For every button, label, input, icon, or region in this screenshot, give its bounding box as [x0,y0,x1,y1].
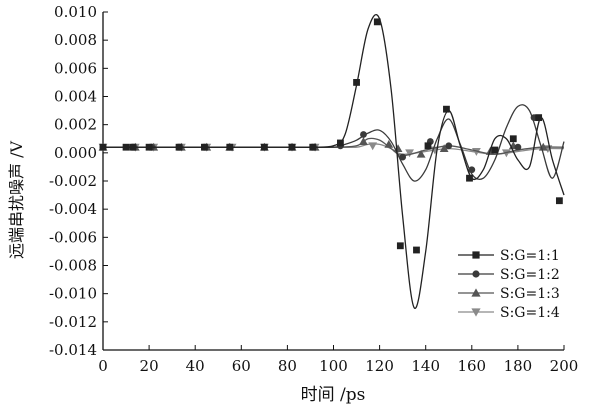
x-tick-label: 0 [98,357,108,375]
data-point [384,139,394,148]
series-line [102,14,565,309]
data-point [373,18,381,26]
y-tick-label: -0.012 [49,313,97,331]
data-point [443,105,450,113]
x-tick-label: 20 [140,357,159,375]
data-point [538,142,548,151]
data-point [175,143,183,151]
data-point [405,149,414,158]
legend-item: S:G=1:1 [458,248,560,264]
legend: S:G=1:1 S:G=1:2 S:G=1:3 S:G=1:4 [458,248,560,321]
data-point [416,149,426,158]
y-tick-label: -0.014 [49,341,97,359]
data-point [309,143,317,151]
legend-marker [472,270,480,278]
x-tick-label: 180 [504,357,533,375]
data-point [288,143,296,151]
x-tick-label: 160 [457,357,486,375]
y-tick-label: -0.004 [49,200,97,218]
legend-label: S:G=1:3 [500,286,560,302]
legend-item: S:G=1:3 [458,286,560,302]
y-tick-label: -0.010 [49,285,97,303]
data-point [337,139,344,147]
legend-label: S:G=1:4 [500,305,560,321]
data-point [359,137,368,145]
x-tick-label: 40 [186,357,205,375]
y-axis-title: 远端串扰噪声 /V [7,141,26,259]
data-point [555,197,563,205]
legend-marker [471,288,481,297]
y-tick-label: 0.006 [54,59,97,77]
y-tick-label: 0.008 [54,31,97,49]
data-point [145,143,153,151]
data-point [509,135,517,143]
x-tick-label: 120 [365,357,394,375]
axes: 0.010 0.008 0.006 0.004 0.002 0.000 -0.002 -0.0… [49,3,578,375]
y-tick-label: -0.006 [49,228,97,246]
series-2 [99,104,565,182]
y-tick-label: 0.010 [54,3,97,21]
data-point [360,131,367,138]
y-tick-label: 0.000 [54,144,97,162]
data-point [99,143,107,151]
series-1 [99,14,565,309]
data-point [368,142,378,151]
y-tick-label: 0.002 [54,116,97,134]
x-tick-label: 140 [411,357,440,375]
data-point [535,114,543,122]
data-point [201,143,208,151]
data-point [260,143,268,151]
legend-marker [471,308,481,317]
data-point [424,142,432,150]
x-tick-label: 60 [232,357,251,375]
data-point [399,153,407,161]
data-point [466,174,473,182]
data-point [129,143,137,151]
data-point [439,144,449,153]
data-point [445,142,453,150]
legend-marker [472,251,480,259]
legend-label: S:G=1:1 [500,248,560,264]
x-tick-label: 80 [278,357,297,375]
data-point [514,143,522,151]
series-line [102,104,565,182]
data-point [468,166,476,174]
plot-area [98,14,565,309]
data-point [122,143,130,151]
y-tick-label: -0.008 [49,257,97,275]
y-tick-label: -0.002 [49,172,97,190]
data-point [226,143,234,151]
legend-label: S:G=1:2 [500,267,560,283]
data-point [491,146,499,154]
y-tick-label: 0.004 [54,88,97,106]
legend-item: S:G=1:2 [458,267,560,283]
data-point [413,246,420,254]
x-tick-label: 200 [550,357,579,375]
legend-item: S:G=1:4 [458,305,560,321]
data-point [396,242,404,250]
x-axis-title: 时间 /ps [301,385,366,405]
x-tick-label: 100 [319,357,348,375]
data-point [353,79,360,86]
